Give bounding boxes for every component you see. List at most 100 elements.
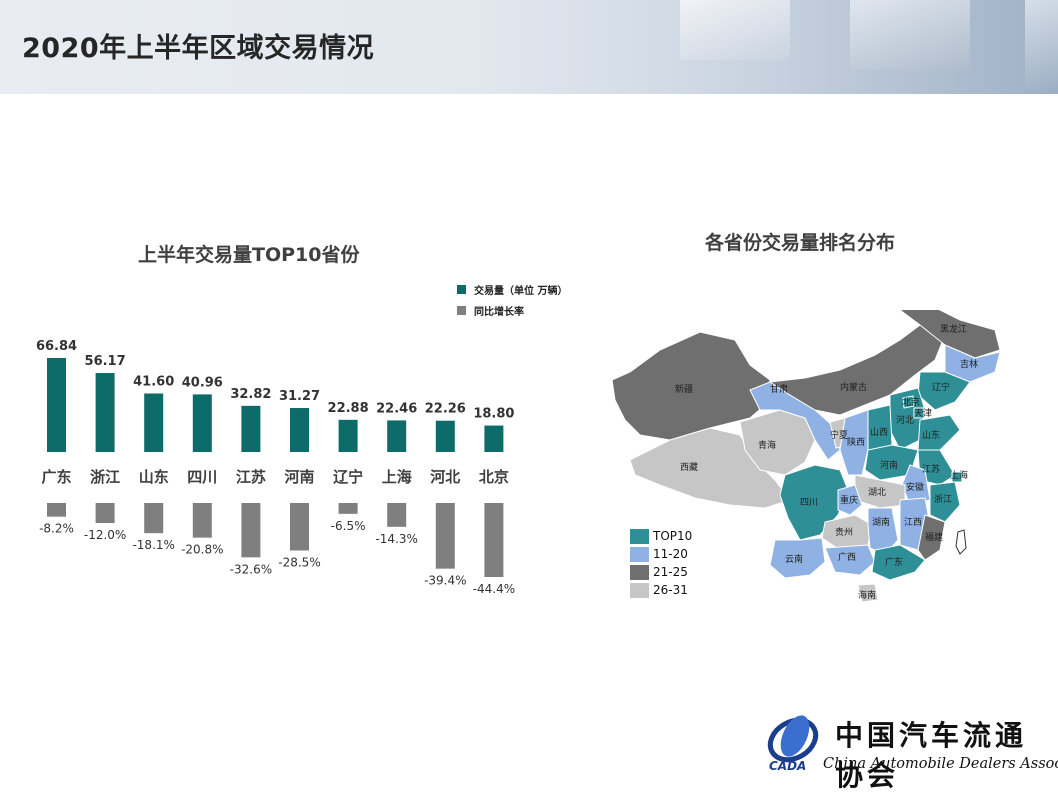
- map-label: 广东: [885, 556, 903, 568]
- china-map: 新疆 西藏 青海 甘肃 内蒙古 黑龙江 吉林 辽宁 河北 北京 天津 山西 山东…: [611, 310, 1001, 603]
- growth-value-label: -44.4%: [473, 582, 515, 596]
- map-legend-label: 26-31: [653, 583, 688, 597]
- region-zhejiang: [929, 481, 961, 523]
- legend-volume: 交易量（单位 万辆）: [457, 282, 567, 297]
- map-legend: TOP10 11-20 21-25 26-31: [630, 527, 692, 599]
- map-label: 湖北: [868, 487, 886, 498]
- category-label: 广东: [41, 468, 71, 486]
- map-legend-label: TOP10: [653, 529, 693, 543]
- volume-value-label: 22.46: [376, 401, 417, 416]
- growth-bar: [435, 503, 455, 569]
- volume-value-label: 56.17: [85, 354, 126, 369]
- map-label: 江西: [904, 517, 922, 528]
- map-label: 辽宁: [932, 381, 950, 393]
- region-shaanxi: [839, 409, 869, 476]
- map-legend-label: 11-20: [653, 547, 688, 561]
- volume-value-label: 22.88: [328, 401, 369, 416]
- map-label: 上海: [950, 469, 968, 481]
- map-label: 广西: [838, 551, 856, 563]
- growth-bar: [241, 503, 261, 558]
- header-banner: 2020年上半年区域交易情况: [0, 0, 1058, 94]
- region-heilongjiang: [899, 310, 1001, 359]
- map-label: 江苏: [922, 463, 940, 475]
- category-label: 浙江: [90, 468, 120, 486]
- growth-value-label: -32.6%: [230, 562, 272, 576]
- volume-value-label: 31.27: [279, 389, 320, 404]
- map-label: 海南: [858, 589, 876, 601]
- map-label: 黑龙江: [940, 323, 967, 335]
- map-label: 青海: [758, 439, 776, 451]
- volume-bar: [435, 420, 455, 452]
- map-label: 天津: [914, 408, 932, 419]
- growth-bar: [192, 503, 212, 538]
- volume-bar: [144, 393, 164, 452]
- region-guangxi: [824, 544, 876, 576]
- map-label: 新疆: [675, 383, 693, 395]
- map-label: 重庆: [840, 494, 858, 506]
- map-legend-swatch: [630, 582, 649, 598]
- map-legend-26-31: 26-31: [630, 581, 692, 599]
- decorative-cube: [850, 0, 970, 70]
- region-guangdong: [871, 544, 926, 581]
- map-legend-swatch: [630, 546, 649, 562]
- decorative-cube: [1025, 0, 1058, 94]
- category-label: 河北: [430, 468, 460, 486]
- decorative-cube: [680, 0, 790, 60]
- logo-chinese-name: 中国汽车流通协会: [835, 719, 1028, 792]
- bar-chart-title: 上半年交易量TOP10省份: [138, 244, 360, 266]
- map-label: 安徽: [906, 481, 924, 493]
- growth-bar: [387, 503, 407, 527]
- growth-value-label: -28.5%: [278, 556, 320, 570]
- map-label: 河南: [880, 459, 898, 471]
- map-legend-label: 21-25: [653, 565, 688, 579]
- category-label: 江苏: [236, 468, 266, 486]
- map-title: 各省份交易量排名分布: [705, 232, 896, 254]
- map-label: 福建: [925, 531, 943, 543]
- growth-bar: [290, 503, 309, 551]
- category-label: 河南: [284, 468, 314, 486]
- category-label: 上海: [382, 468, 412, 486]
- map-label: 西藏: [680, 461, 698, 473]
- category-label: 四川: [187, 468, 217, 486]
- legend-label-volume: 交易量（单位 万辆）: [474, 286, 568, 297]
- map-label: 宁夏: [830, 429, 848, 441]
- region-inner-mongolia: [768, 324, 946, 416]
- volume-value-label: 66.84: [36, 339, 77, 354]
- map-label: 湖南: [872, 516, 890, 528]
- region-tianjin: [913, 407, 925, 419]
- map-label: 内蒙古: [840, 381, 867, 393]
- volume-value-label: 32.82: [230, 387, 271, 402]
- category-label: 山东: [139, 468, 169, 486]
- growth-bar: [144, 503, 164, 534]
- category-label: 辽宁: [333, 468, 363, 486]
- volume-bar: [290, 408, 309, 452]
- map-label: 吉林: [960, 358, 978, 370]
- map-legend-11-20: 11-20: [630, 545, 692, 563]
- region-taiwan: [955, 529, 967, 555]
- legend-swatch-volume: [457, 285, 466, 294]
- volume-bar: [47, 358, 66, 452]
- volume-value-label: 40.96: [182, 375, 223, 390]
- region-yunnan: [769, 537, 826, 579]
- map-labels: 新疆 西藏 青海 甘肃 内蒙古 黑龙江 吉林 辽宁 河北 北京 天津 山西 山东…: [675, 323, 978, 601]
- page-title: 2020年上半年区域交易情况: [22, 33, 375, 64]
- map-legend-swatch: [630, 564, 649, 580]
- bar-chart: 66.84 广东 -8.2% 56.17 浙江 -12.0% 41.60 山东 -18.1% 40…: [36, 339, 515, 596]
- map-label: 山东: [922, 429, 940, 441]
- map-label: 云南: [785, 553, 803, 565]
- map-label: 四川: [800, 498, 818, 508]
- volume-bar: [192, 394, 212, 452]
- cada-logo: CADA 中国汽车流通协会 China Automobile Dealers A…: [765, 708, 1058, 792]
- volume-bar: [484, 425, 504, 452]
- category-label: 北京: [479, 468, 509, 486]
- legend-swatch-growth: [457, 306, 466, 315]
- volume-value-label: 41.60: [133, 374, 174, 389]
- map-legend-21-25: 21-25: [630, 563, 692, 581]
- growth-value-label: -18.1%: [132, 538, 174, 552]
- growth-bar: [484, 503, 504, 577]
- growth-value-label: -39.4%: [424, 574, 466, 588]
- growth-value-label: -12.0%: [84, 528, 126, 542]
- map-label: 河北: [896, 414, 914, 426]
- map-label: 山西: [870, 427, 888, 438]
- growth-value-label: -14.3%: [375, 532, 417, 546]
